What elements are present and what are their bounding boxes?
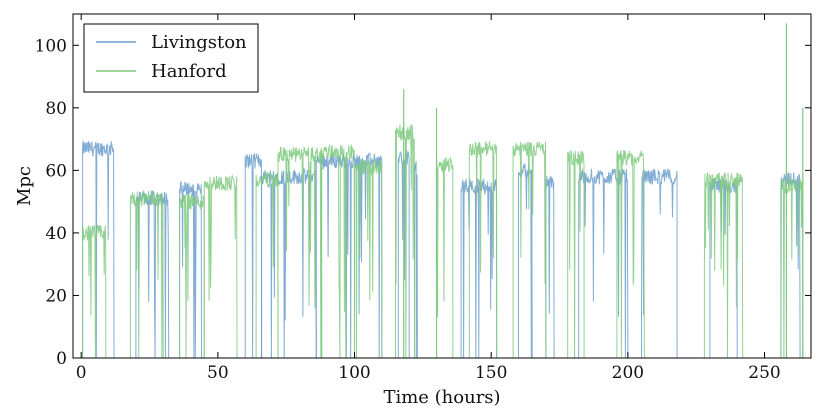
series-segment xyxy=(703,171,744,359)
series-segment xyxy=(255,171,279,359)
plot-frame xyxy=(72,13,812,359)
x-tick-label: 200 xyxy=(612,363,644,383)
series-segment xyxy=(545,175,555,359)
y-axis: 0 20 40 60 80 100 xyxy=(35,36,811,369)
series-segment xyxy=(203,173,238,359)
series-segment xyxy=(468,141,498,359)
y-tick-label: 40 xyxy=(45,224,67,244)
series-segment xyxy=(436,156,454,359)
x-tick-label: 150 xyxy=(475,363,507,383)
series-segment xyxy=(395,123,416,359)
legend: Livingston Hanford xyxy=(83,23,259,93)
x-axis-title: Time (hours) xyxy=(383,387,500,408)
series-hanford xyxy=(82,23,804,359)
y-tick-label: 20 xyxy=(45,286,67,306)
x-tick-label: 0 xyxy=(76,363,87,383)
series-segment xyxy=(512,141,547,359)
series-segment xyxy=(641,168,678,359)
series-segment xyxy=(460,178,498,359)
series-segment xyxy=(616,149,645,359)
series-segment xyxy=(82,140,115,359)
series-segment xyxy=(82,224,107,359)
series-segment xyxy=(780,178,804,359)
series-segment xyxy=(567,150,585,359)
series-segment xyxy=(354,158,383,359)
y-axis-title: Mpc xyxy=(14,166,35,206)
x-tick-label: 250 xyxy=(748,363,780,383)
series-segment xyxy=(578,168,629,359)
y-tick-label: 60 xyxy=(45,161,67,181)
legend-box xyxy=(83,23,259,93)
series-segment xyxy=(244,153,263,359)
series-segment xyxy=(179,193,205,359)
y-tick-label: 0 xyxy=(56,349,67,369)
series-segment xyxy=(414,160,418,359)
legend-label: Livingston xyxy=(151,32,247,53)
y-tick-label: 80 xyxy=(45,99,67,119)
x-tick-label: 50 xyxy=(207,363,229,383)
plot-lines xyxy=(82,23,804,359)
legend-label: Hanford xyxy=(151,61,227,82)
x-axis: 0 50 100 150 200 250 xyxy=(76,14,781,383)
series-segment xyxy=(179,180,202,359)
x-tick-label: 100 xyxy=(338,363,370,383)
series-segment xyxy=(277,145,323,359)
series-segment xyxy=(135,189,170,359)
series-livingston xyxy=(82,140,801,359)
series-segment xyxy=(129,190,164,359)
series-segment xyxy=(315,152,383,359)
series-segment xyxy=(321,144,355,359)
y-tick-label: 100 xyxy=(35,36,67,56)
